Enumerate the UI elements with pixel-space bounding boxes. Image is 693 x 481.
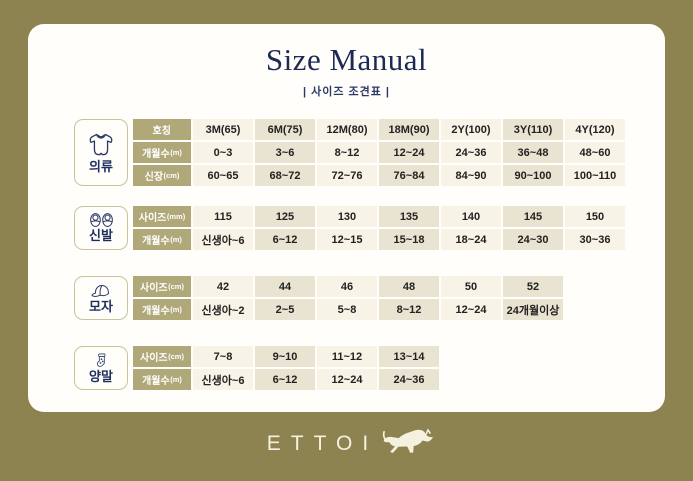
table-hats: 사이즈 (cm) 42 44 46 48 50 52 개월수 (m) 신생아~2 2…	[133, 276, 563, 320]
category-label: 신발	[89, 228, 113, 244]
size-cell: 130	[317, 206, 377, 227]
size-cell: 24~30	[503, 229, 563, 250]
size-cell: 125	[255, 206, 315, 227]
size-cell: 신생아~6	[193, 369, 253, 390]
section-clothing: 의류 호칭 3M(65) 6M(75) 12M(80) 18M(90) 2Y(1…	[74, 119, 625, 186]
table-clothing: 호칭 3M(65) 6M(75) 12M(80) 18M(90) 2Y(100)…	[133, 119, 625, 186]
size-cell: 42	[193, 276, 253, 297]
size-cell: 50	[441, 276, 501, 297]
row-header: 신장 (cm)	[133, 165, 191, 186]
category-label: 양말	[89, 368, 113, 384]
size-cell: 8~12	[317, 142, 377, 163]
size-cell: 5~8	[317, 299, 377, 320]
socks-icon	[94, 352, 109, 369]
size-cell: 24~36	[441, 142, 501, 163]
row-header: 사이즈 (cm)	[133, 276, 191, 297]
size-cell: 3Y(110)	[503, 119, 563, 140]
size-cell: 12~15	[317, 229, 377, 250]
size-cell: 46	[317, 276, 377, 297]
table-socks: 사이즈 (cm) 7~8 9~10 11~12 13~14 개월수 (m) 신생아~…	[133, 346, 439, 390]
size-cell: 36~48	[503, 142, 563, 163]
row-header: 사이즈 (cm)	[133, 346, 191, 367]
table-row: 개월수 (m) 0~3 3~6 8~12 12~24 24~36 36~48 48…	[133, 142, 625, 163]
size-cell: 68~72	[255, 165, 315, 186]
size-cell: 135	[379, 206, 439, 227]
size-cell: 4Y(120)	[565, 119, 625, 140]
size-cell: 90~100	[503, 165, 563, 186]
table-row: 개월수 (m) 신생아~6 6~12 12~15 15~18 18~24 24~3…	[133, 229, 625, 250]
row-header: 개월수 (m)	[133, 142, 191, 163]
size-cell: 72~76	[317, 165, 377, 186]
row-header: 개월수 (m)	[133, 369, 191, 390]
row-header: 개월수 (m)	[133, 229, 191, 250]
table-row: 신장 (cm) 60~65 68~72 72~76 76~84 84~90 90~…	[133, 165, 625, 186]
size-cell: 2~5	[255, 299, 315, 320]
size-cell: 6~12	[255, 229, 315, 250]
category-label: 모자	[89, 298, 113, 314]
table-row: 개월수 (m) 신생아~6 6~12 12~24 24~36	[133, 369, 439, 390]
size-cell: 60~65	[193, 165, 253, 186]
onesie-icon	[86, 131, 116, 159]
row-header: 호칭	[133, 119, 191, 140]
page-title: Size Manual	[265, 42, 428, 77]
size-cell: 18M(90)	[379, 119, 439, 140]
section-socks: 양말 사이즈 (cm) 7~8 9~10 11~12 13~14 개월수 (m) 신…	[74, 346, 439, 390]
brand-logo: ETTOI	[0, 427, 693, 461]
size-cell: 7~8	[193, 346, 253, 367]
size-cell: 8~12	[379, 299, 439, 320]
brand-logo-text: ETTOI	[266, 432, 379, 455]
size-cell: 2Y(100)	[441, 119, 501, 140]
table-row: 호칭 3M(65) 6M(75) 12M(80) 18M(90) 2Y(100)…	[133, 119, 625, 140]
row-header: 개월수 (m)	[133, 299, 191, 320]
category-hats: 모자	[74, 276, 128, 320]
size-cell: 12~24	[379, 142, 439, 163]
table-shoes: 사이즈 (mm) 115 125 130 135 140 145 150 개월수(…	[133, 206, 625, 250]
size-cell: 12M(80)	[317, 119, 377, 140]
table-row: 개월수 (m) 신생아~2 2~5 5~8 8~12 12~24 24개월이상	[133, 299, 563, 320]
size-cell: 6M(75)	[255, 119, 315, 140]
size-cell: 76~84	[379, 165, 439, 186]
shoes-icon	[88, 212, 115, 228]
category-shoes: 신발	[74, 206, 128, 250]
table-row: 사이즈 (cm) 7~8 9~10 11~12 13~14	[133, 346, 439, 367]
size-cell: 12~24	[317, 369, 377, 390]
size-cell: 100~110	[565, 165, 625, 186]
category-socks: 양말	[74, 346, 128, 390]
table-row: 사이즈 (cm) 42 44 46 48 50 52	[133, 276, 563, 297]
size-cell: 15~18	[379, 229, 439, 250]
size-cell: 84~90	[441, 165, 501, 186]
size-cell: 신생아~6	[193, 229, 253, 250]
size-cell: 9~10	[255, 346, 315, 367]
section-hats: 모자 사이즈 (cm) 42 44 46 48 50 52 개월수 (m) 신생아~…	[74, 276, 563, 320]
size-cell: 24개월이상	[503, 299, 563, 320]
size-cell: 11~12	[317, 346, 377, 367]
cap-icon	[90, 282, 113, 299]
size-cell: 140	[441, 206, 501, 227]
size-cell: 3~6	[255, 142, 315, 163]
size-cell: 52	[503, 276, 563, 297]
size-cell: 신생아~2	[193, 299, 253, 320]
size-cell: 0~3	[193, 142, 253, 163]
size-cell: 48	[379, 276, 439, 297]
size-cell: 6~12	[255, 369, 315, 390]
size-cell: 12~24	[441, 299, 501, 320]
section-shoes: 신발 사이즈 (mm) 115 125 130 135 140 145 150 개…	[74, 206, 625, 250]
size-cell: 30~36	[565, 229, 625, 250]
size-cell: 44	[255, 276, 315, 297]
category-label: 의류	[89, 158, 113, 174]
page-subtitle: | 사이즈 조견표 |	[302, 86, 391, 98]
size-cell: 145	[503, 206, 563, 227]
category-clothing: 의류	[74, 119, 128, 186]
size-cell: 24~36	[379, 369, 439, 390]
size-cell: 48~60	[565, 142, 625, 163]
size-cell: 18~24	[441, 229, 501, 250]
size-cell: 13~14	[379, 346, 439, 367]
table-row: 사이즈 (mm) 115 125 130 135 140 145 150	[133, 206, 625, 227]
size-cell: 115	[193, 206, 253, 227]
size-cell: 3M(65)	[193, 119, 253, 140]
horse-icon	[382, 427, 436, 461]
size-cell: 150	[565, 206, 625, 227]
row-header: 사이즈 (mm)	[133, 206, 191, 227]
